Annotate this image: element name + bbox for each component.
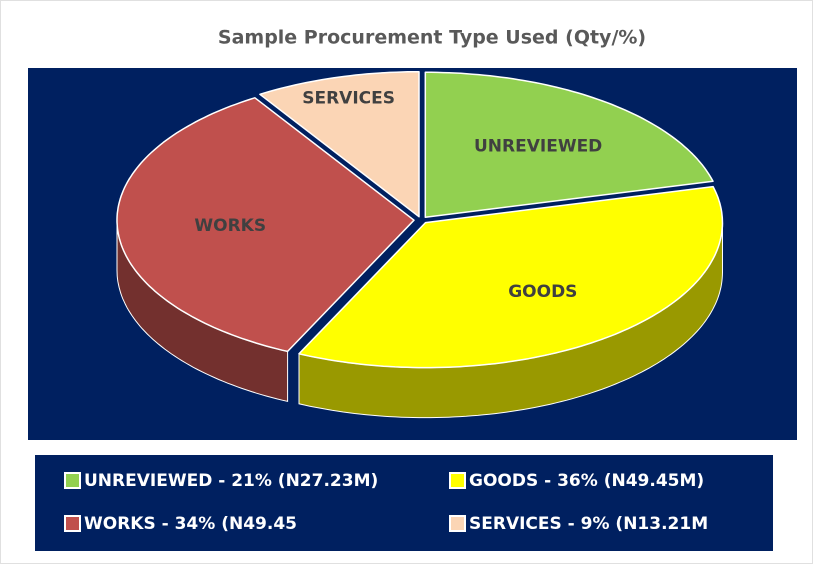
slice-label: WORKS xyxy=(194,216,266,236)
slice-side xyxy=(117,220,288,402)
legend-label: UNREVIEWED - 21% (N27.23M) xyxy=(84,471,378,491)
legend-label: WORKS - 34% (N49.45 xyxy=(84,514,297,534)
legend-label: SERVICES - 9% (N13.21M xyxy=(469,514,708,534)
legend-swatch xyxy=(64,515,81,532)
slice xyxy=(259,70,420,218)
legend-swatch xyxy=(449,515,466,532)
slice xyxy=(424,71,714,219)
slice-label: UNREVIEWED xyxy=(474,136,602,156)
legend-swatch xyxy=(449,472,466,489)
slice xyxy=(116,97,415,353)
legend-label: GOODS - 36% (N49.45M) xyxy=(469,471,704,491)
slice-label: GOODS xyxy=(508,282,577,302)
legend-panel xyxy=(35,455,773,551)
slice-label: SERVICES xyxy=(302,88,395,108)
chart-title: Sample Procurement Type Used (Qty/%) xyxy=(218,27,646,49)
slice xyxy=(298,185,724,369)
slice-side xyxy=(299,222,723,418)
legend-swatch xyxy=(64,472,81,489)
